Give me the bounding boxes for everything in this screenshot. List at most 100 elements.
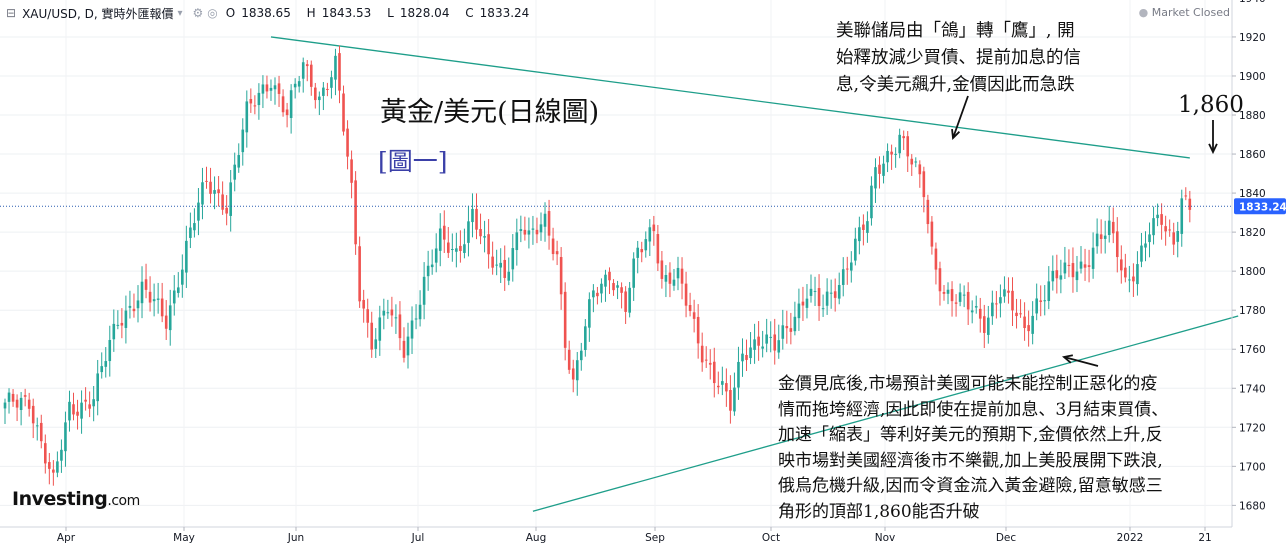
candle-body (164, 315, 168, 329)
candle-body (926, 199, 930, 225)
candle-body (273, 85, 277, 90)
candle-body (882, 163, 885, 176)
candle-body (1051, 270, 1055, 282)
candle-body (136, 300, 140, 309)
high-label: H (306, 6, 316, 20)
candle-body (350, 159, 353, 183)
time-tick-label: 2022 (1117, 532, 1144, 544)
candle-body (366, 309, 369, 323)
candle-body (108, 339, 112, 362)
time-tick-label: 21 (1198, 532, 1211, 544)
candle-body (430, 264, 434, 268)
candle-body (1055, 270, 1059, 279)
candle-body (777, 340, 781, 353)
top-note-line: 息,令美元飆升,金價因此而急跌 (836, 75, 1075, 95)
candle-body (168, 305, 172, 331)
candle-body (221, 194, 224, 210)
candle-body (676, 267, 680, 279)
symbol-label[interactable]: XAU/USD, D, 實時外匯報價 (22, 6, 174, 21)
candle-body (612, 283, 615, 291)
candle-body (1140, 245, 1143, 262)
candle-body (870, 185, 873, 219)
candle-body (1148, 234, 1151, 243)
source-icon[interactable]: ◎ (207, 6, 218, 20)
top-note-line: 始釋放減少買債、提前加息的信 (836, 48, 1081, 68)
candle-body (140, 281, 144, 304)
candle-body (330, 77, 333, 88)
price-axis: 1680 1700 1720 1740 1760 1780 1800 1820 1840 1860… (0, 0, 1287, 527)
candle-body (479, 229, 482, 237)
candle-body (314, 87, 317, 101)
candle-body (297, 81, 301, 87)
candle-body (209, 181, 212, 194)
candle-body (1075, 271, 1079, 281)
collapse-icon[interactable]: ⊟ (6, 6, 17, 20)
high-value: 1843.53 (321, 6, 372, 20)
candle-body (1035, 298, 1038, 314)
time-tick-label: Apr (57, 532, 76, 544)
candle-body (463, 244, 466, 253)
candle-body (886, 150, 889, 163)
candle-body (745, 354, 748, 360)
price-tick-label: 1780 (1239, 305, 1266, 317)
price-tick-label: 1860 (1239, 149, 1266, 161)
candle-body (80, 402, 83, 419)
candle-body (809, 288, 813, 296)
candle-body (1019, 313, 1022, 315)
arrow-to-1860-head (1208, 143, 1218, 155)
candle-body (334, 55, 337, 80)
candle-body (410, 320, 414, 339)
brand-name: Investing (12, 488, 108, 510)
candle-body (124, 310, 128, 328)
candle-body (571, 368, 575, 380)
candle-body (1095, 233, 1099, 247)
candle-body (1111, 221, 1115, 234)
candle-body (213, 190, 216, 194)
candle-body (499, 262, 502, 268)
candle-body (100, 366, 104, 373)
bottom-note-line: 俄烏危機升級,因而令資金流入黃金避險,留意敏感三 (778, 476, 1163, 496)
candle-body (813, 290, 817, 292)
candle-body (52, 469, 55, 473)
candle-body (1128, 279, 1131, 281)
candle-body (684, 283, 688, 306)
candle-body (805, 298, 809, 308)
candle-body (1015, 312, 1018, 317)
candle-body (906, 136, 910, 157)
candle-body (152, 299, 156, 302)
candle-body (712, 361, 716, 384)
candle-body (1039, 300, 1043, 302)
chart-header: ⊟ XAU/USD, D, 實時外匯報價 ▾ ⚙ ◎ O 1838.65 H 184… (0, 0, 1236, 26)
time-tick-label: May (173, 532, 195, 544)
time-tick-label: Oct (762, 532, 780, 544)
candle-body (185, 240, 188, 273)
candle-body (584, 326, 587, 350)
candle-body (902, 136, 905, 139)
candle-body (31, 405, 35, 424)
candle-body (890, 151, 893, 155)
bottom-note-line: 金價見底後,市場預計美國可能未能控制正惡化的疫 (778, 374, 1158, 394)
chevron-down-icon[interactable]: ▾ (177, 7, 183, 19)
brand-logo: Investing.com (12, 488, 140, 510)
candle-body (1124, 267, 1127, 278)
arrow-to-low (1063, 356, 1099, 367)
candle-body (76, 411, 79, 416)
candle-body (434, 248, 438, 263)
candle-body (987, 317, 990, 335)
candle-body (382, 310, 386, 316)
candle-body (176, 287, 180, 293)
candle-body (866, 221, 869, 233)
candle-body (1180, 198, 1184, 234)
candle-body (878, 164, 881, 174)
candle-body (116, 324, 120, 326)
settings-icon[interactable]: ⚙ (192, 6, 204, 20)
candle-body (112, 323, 116, 340)
candle-body (503, 259, 507, 278)
candle-body (253, 105, 257, 107)
candle-body (781, 325, 785, 339)
candle-body (620, 287, 623, 293)
candle-body (1027, 325, 1030, 332)
candle-body (515, 232, 519, 251)
candle-body (3, 402, 7, 409)
